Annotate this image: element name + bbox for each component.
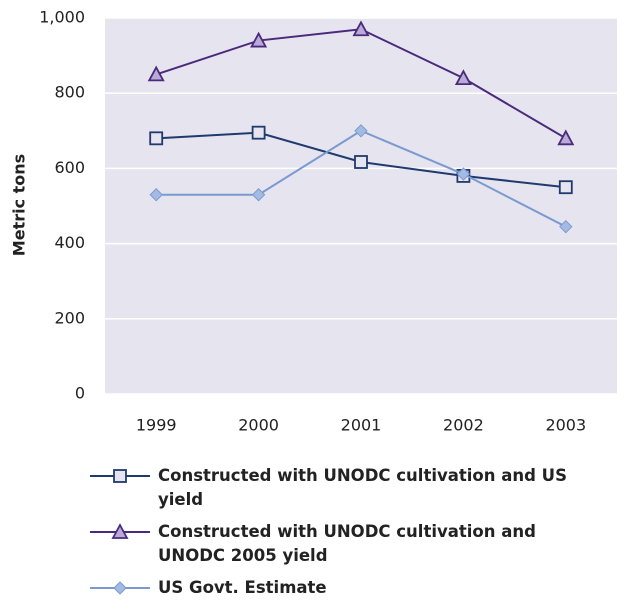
x-tick-label: 2000 (238, 416, 279, 435)
marker (251, 125, 266, 140)
marker (454, 69, 472, 86)
y-axis-label: Metric tons (10, 154, 29, 256)
legend-swatch (90, 523, 150, 539)
marker (557, 129, 575, 146)
marker (149, 131, 164, 146)
marker (250, 31, 268, 48)
legend-label: US Govt. Estimate (158, 578, 327, 597)
y-tick-label: 0 (75, 384, 85, 403)
plot-background (105, 18, 617, 394)
y-tick-label: 1,000 (39, 8, 85, 27)
legend-label: Constructed with UNODC cultivation and U… (158, 522, 536, 565)
chart: Metric tons 0 200 400 600 800 1,000 1999 2000 20… (10, 8, 617, 435)
legend-swatch (90, 581, 150, 595)
y-tick-label: 400 (54, 233, 85, 252)
y-tick-label: 200 (54, 308, 85, 327)
marker (352, 20, 370, 37)
legend-swatch (90, 469, 150, 483)
marker (558, 180, 573, 195)
y-tick-label: 600 (54, 158, 85, 177)
y-tick-label: 800 (54, 83, 85, 102)
x-tick-label: 2002 (443, 416, 484, 435)
marker (456, 167, 471, 181)
x-tick-label: 1999 (136, 416, 177, 435)
legend-entry: Constructed with UNODC cultivation and U… (88, 520, 588, 568)
marker (111, 523, 129, 539)
marker (113, 469, 127, 483)
marker (354, 124, 368, 138)
x-tick-label: 2001 (341, 416, 382, 435)
marker (147, 65, 165, 82)
marker (354, 155, 368, 169)
marker (251, 188, 266, 202)
legend-entry: US Govt. Estimate (88, 576, 588, 600)
marker (149, 188, 163, 202)
x-tick-label: 2003 (545, 416, 586, 435)
legend-entry: Constructed with UNODC cultivation and U… (88, 464, 588, 512)
legend-label: Constructed with UNODC cultivation and U… (158, 466, 567, 509)
marker (559, 219, 573, 234)
marker (113, 581, 127, 595)
